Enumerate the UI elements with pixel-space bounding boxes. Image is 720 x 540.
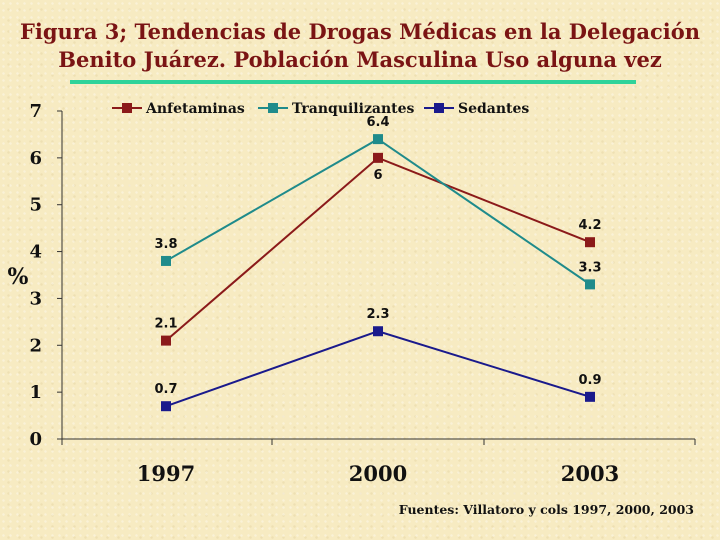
data-label: 2.3 — [366, 307, 389, 322]
data-label: 6.4 — [366, 115, 389, 130]
y-tick-label: 1 — [29, 382, 42, 403]
data-point-anfetaminas — [585, 237, 595, 248]
data-point-tranquilizantes — [161, 255, 171, 266]
y-tick-label: 4 — [29, 242, 42, 263]
title-line-1: Figura 3; Tendencias de Drogas Médicas e… — [19, 19, 701, 44]
x-tick-label: 1997 — [137, 461, 195, 486]
data-label: 2.1 — [154, 317, 177, 332]
y-tick-label: 7 — [29, 101, 42, 122]
data-label: 6 — [373, 168, 382, 183]
y-tick-label: 2 — [29, 335, 42, 356]
y-tick-label: 5 — [29, 195, 42, 216]
y-tick-label: 3 — [29, 288, 42, 309]
legend-marker — [434, 103, 444, 113]
data-point-anfetaminas — [373, 152, 383, 163]
chart-title: Figura 3; Tendencias de Drogas Médicas e… — [0, 18, 720, 74]
data-label: 3.8 — [154, 237, 177, 252]
legend-marker — [268, 103, 278, 113]
data-point-anfetaminas — [161, 335, 171, 346]
source-note: Fuentes: Villatoro y cols 1997, 2000, 20… — [398, 502, 694, 517]
title-underline — [70, 80, 636, 84]
data-point-sedantes — [373, 326, 383, 337]
y-tick-label: 6 — [29, 148, 42, 169]
legend-label: Sedantes — [458, 101, 529, 117]
title-line-2: Benito Juárez. Población Masculina Uso a… — [58, 47, 662, 72]
legend-marker — [122, 103, 132, 113]
data-point-sedantes — [161, 401, 171, 412]
data-point-tranquilizantes — [585, 279, 595, 290]
series-line-sedantes — [165, 330, 591, 408]
y-tick-label: 0 — [29, 429, 42, 450]
x-tick-label: 2000 — [349, 461, 407, 486]
data-point-sedantes — [585, 391, 595, 402]
legend-label: Tranquilizantes — [292, 101, 415, 117]
data-label: 4.2 — [578, 218, 601, 233]
legend-label: Anfetaminas — [145, 101, 245, 117]
x-tick-label: 2003 — [561, 461, 619, 486]
data-label: 3.3 — [578, 260, 601, 275]
data-point-tranquilizantes — [373, 134, 383, 145]
data-label: 0.9 — [578, 373, 601, 388]
y-axis-label: % — [8, 264, 29, 290]
data-label: 0.7 — [154, 382, 177, 397]
